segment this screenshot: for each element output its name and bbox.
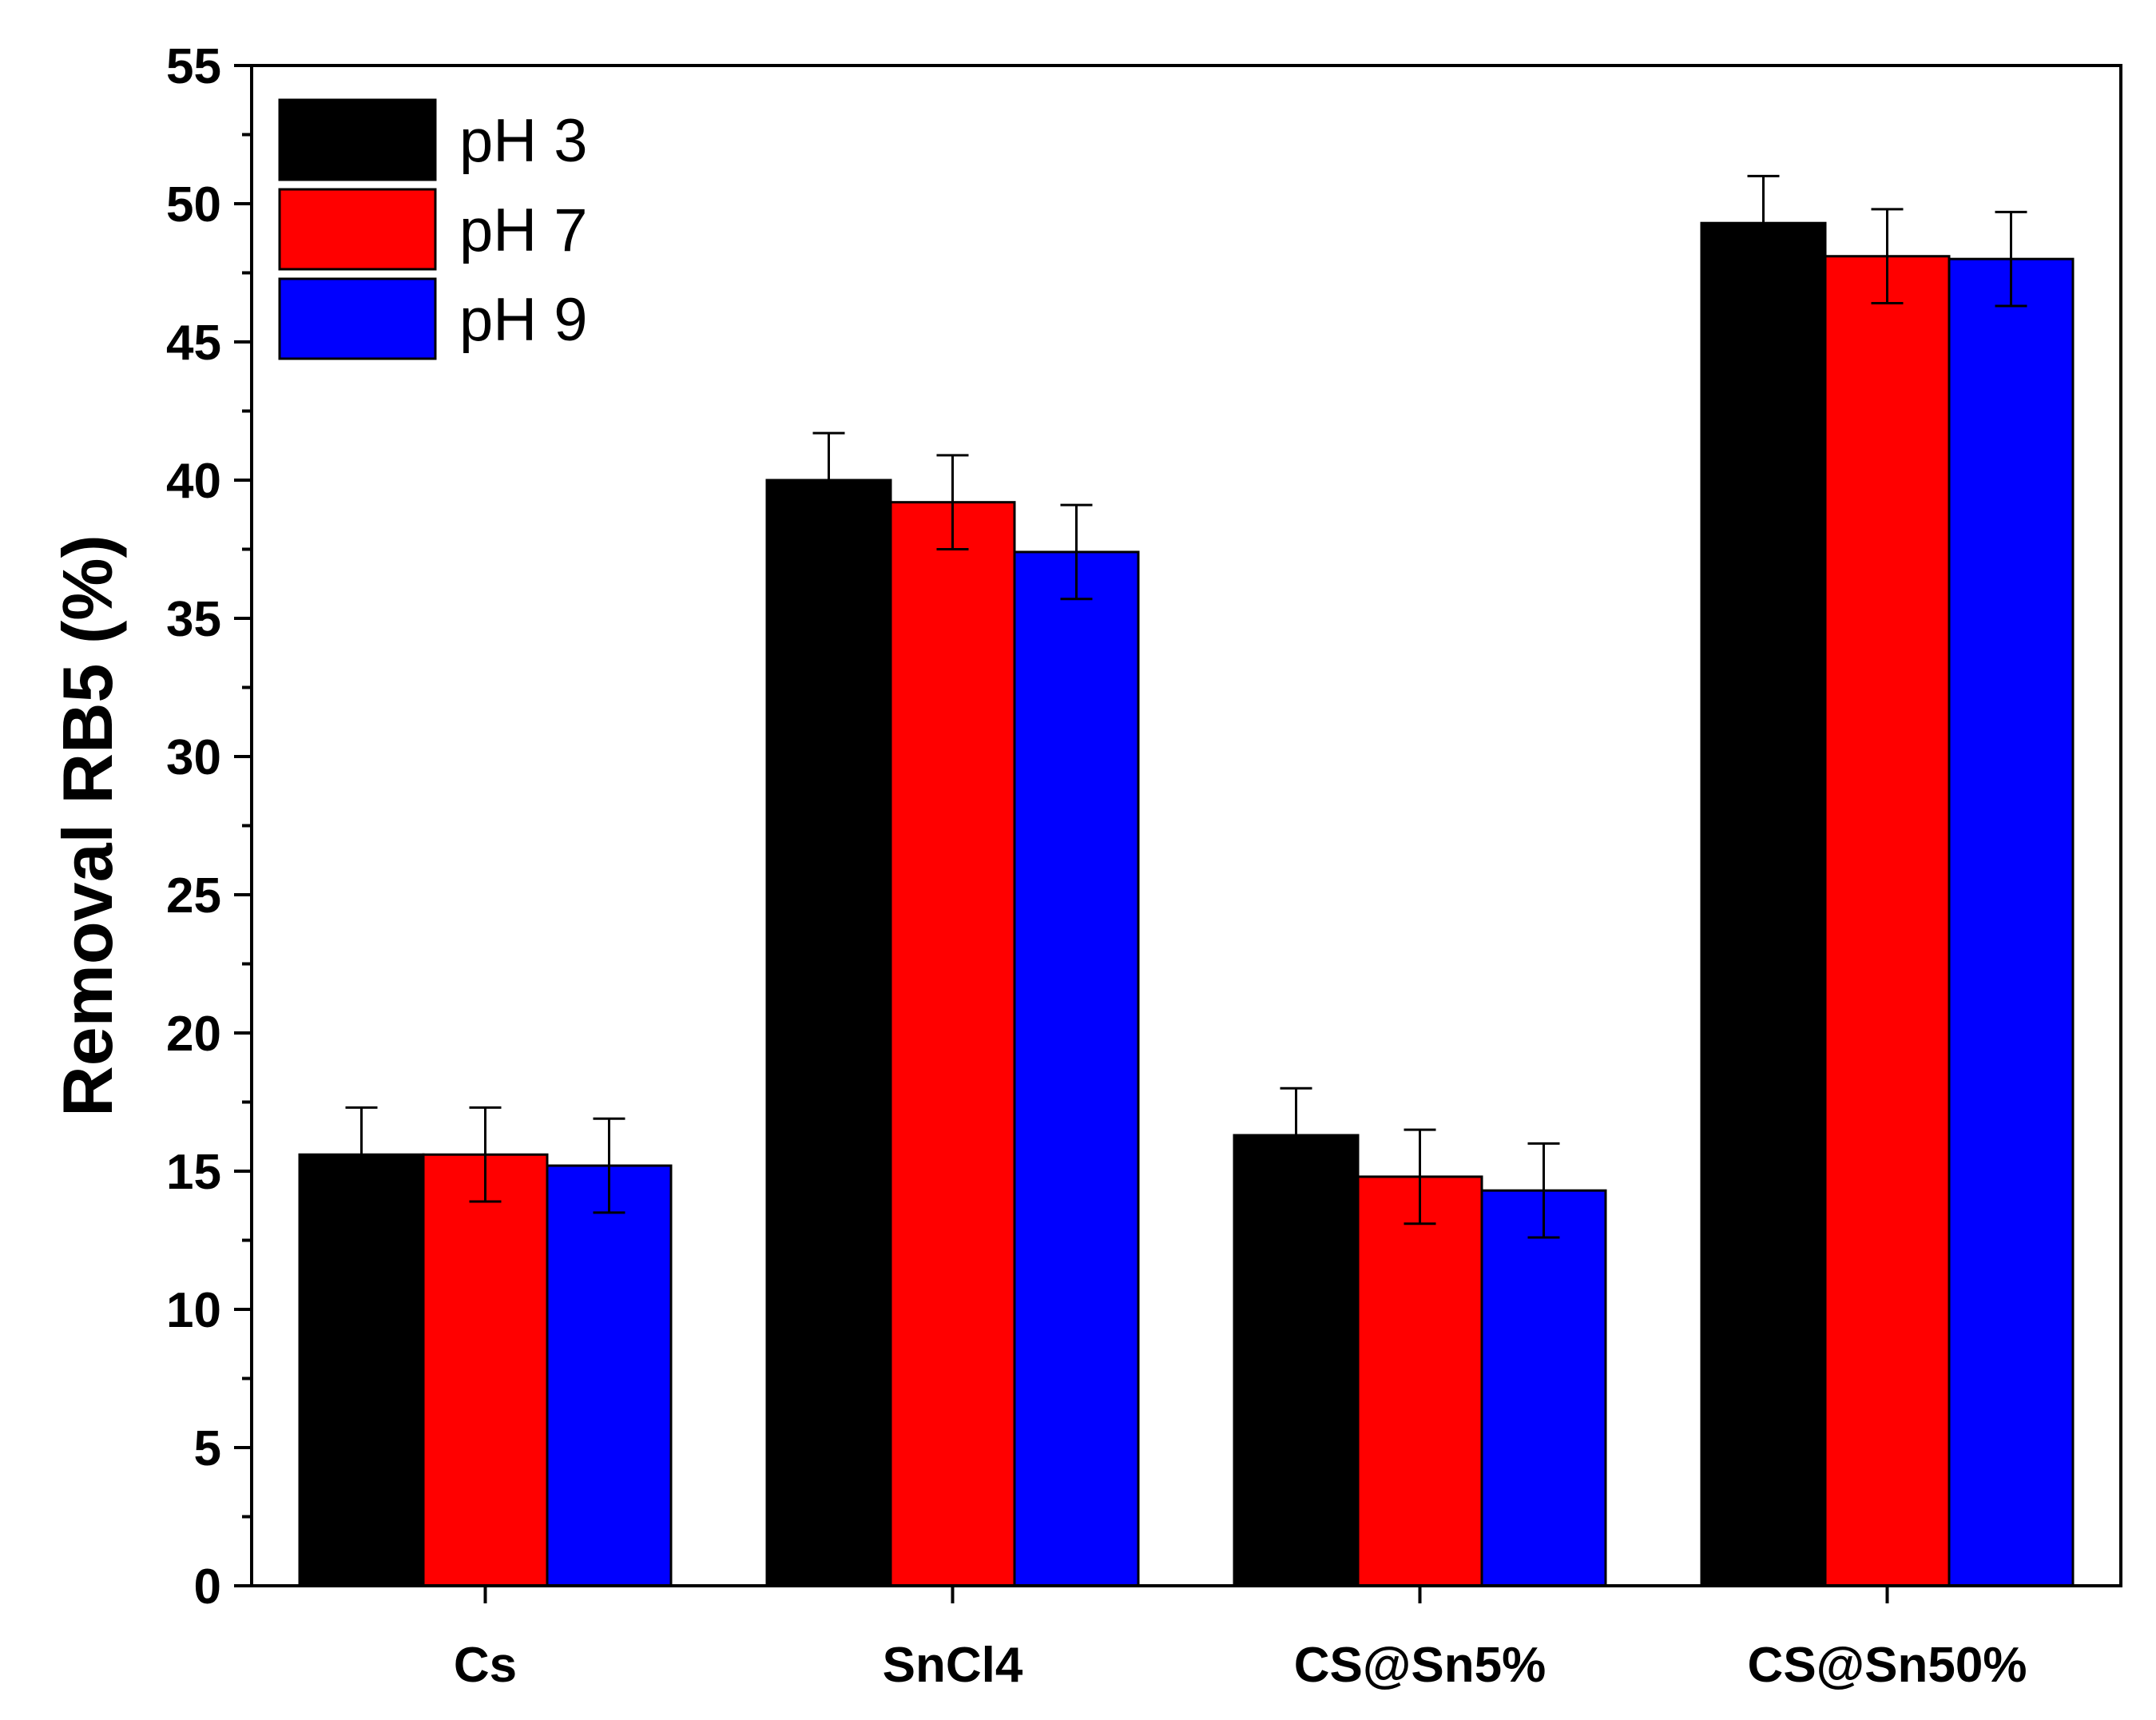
legend-label: pH 9 xyxy=(459,286,588,354)
y-tick-label: 50 xyxy=(166,177,221,232)
y-tick-label: 25 xyxy=(166,868,221,924)
y-tick-label: 10 xyxy=(166,1283,221,1338)
bar xyxy=(422,1153,549,1587)
x-tick-label: Cs xyxy=(454,1638,517,1693)
legend: pH 3 pH 7 pH 9 xyxy=(278,98,588,360)
bar xyxy=(1480,1189,1607,1587)
y-tick-label: 35 xyxy=(166,592,221,647)
y-axis-label: Removal RB5 (%) xyxy=(48,534,127,1117)
legend-label: pH 7 xyxy=(459,197,588,264)
y-tick-label: 5 xyxy=(194,1421,221,1476)
x-axis-ticks: Cs SnCl4 CS@Sn5% CS@Sn50% xyxy=(454,1586,2027,1693)
y-tick-label: 20 xyxy=(166,1007,221,1062)
bar xyxy=(1700,221,1827,1587)
y-axis-ticks: 0 5 10 15 20 25 30 35 40 45 50 55 xyxy=(166,39,252,1615)
y-tick-label: 0 xyxy=(194,1559,221,1615)
y-tick-label: 45 xyxy=(166,316,221,371)
bar xyxy=(1013,550,1140,1587)
bar xyxy=(1233,1134,1360,1587)
bar xyxy=(546,1164,673,1587)
y-tick-label: 30 xyxy=(166,730,221,785)
bar-group xyxy=(298,221,2075,1587)
bar xyxy=(1356,1175,1483,1587)
bar xyxy=(1824,255,1951,1587)
bar xyxy=(1948,257,2075,1587)
x-tick-label: CS@Sn5% xyxy=(1294,1638,1546,1693)
legend-label: pH 3 xyxy=(459,107,588,175)
bar xyxy=(889,501,1016,1587)
y-tick-label: 55 xyxy=(166,39,221,94)
bar xyxy=(765,479,892,1587)
legend-swatch xyxy=(278,188,437,271)
y-tick-label: 40 xyxy=(166,454,221,509)
x-tick-label: CS@Sn50% xyxy=(1748,1638,2027,1693)
x-tick-label: SnCl4 xyxy=(883,1638,1023,1693)
legend-swatch xyxy=(278,277,437,360)
y-tick-label: 15 xyxy=(166,1145,221,1200)
legend-swatch xyxy=(278,98,437,181)
error-bar-group xyxy=(345,174,2027,1239)
bar xyxy=(298,1153,425,1587)
